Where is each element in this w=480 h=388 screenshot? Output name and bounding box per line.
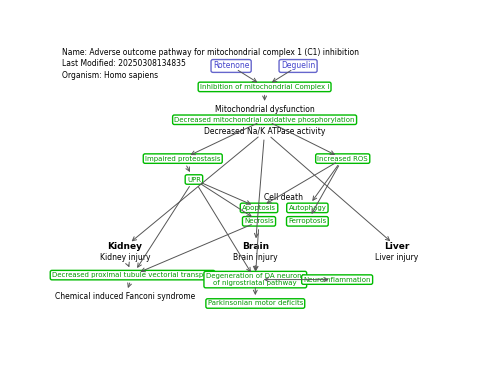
Text: Inhibition of mitochondrial Complex I: Inhibition of mitochondrial Complex I (200, 84, 329, 90)
Text: Liver injury: Liver injury (375, 253, 418, 262)
Text: Brain injury: Brain injury (233, 253, 277, 262)
Text: Brain: Brain (242, 242, 269, 251)
Text: UPR: UPR (187, 177, 201, 182)
Text: Mitochondrial dysfunction: Mitochondrial dysfunction (215, 105, 314, 114)
Text: Increased ROS: Increased ROS (317, 156, 368, 161)
Text: Ferroptosis: Ferroptosis (288, 218, 326, 224)
Text: Liver: Liver (384, 242, 409, 251)
Text: Degeneration of DA neurons
of nigrostriatal pathway: Degeneration of DA neurons of nigrostria… (205, 273, 305, 286)
Text: Necrosis: Necrosis (244, 218, 274, 224)
Text: Kidney: Kidney (108, 242, 143, 251)
Text: Impaired proteostasis: Impaired proteostasis (145, 156, 220, 161)
Text: Rotenone: Rotenone (213, 61, 249, 71)
Text: Decreased mitochondrial oxidative phosphorylation: Decreased mitochondrial oxidative phosph… (174, 117, 355, 123)
Text: Parkinsonian motor deficits: Parkinsonian motor deficits (208, 300, 303, 307)
Text: Chemical induced Fanconi syndrome: Chemical induced Fanconi syndrome (55, 291, 195, 301)
Text: Autophagy: Autophagy (288, 205, 326, 211)
Text: Apoptosis: Apoptosis (242, 205, 276, 211)
Text: Cell death: Cell death (264, 193, 303, 202)
Text: Kidney injury: Kidney injury (100, 253, 150, 262)
Text: Last Modified: 20250308134835: Last Modified: 20250308134835 (62, 59, 186, 68)
Text: Name: Adverse outcome pathway for mitochondrial complex 1 (C1) inhibition: Name: Adverse outcome pathway for mitoch… (62, 48, 359, 57)
Text: Decreased Na/K ATPase activity: Decreased Na/K ATPase activity (204, 127, 325, 136)
Text: Organism: Homo sapiens: Organism: Homo sapiens (62, 71, 158, 80)
Text: Neuroinflammation: Neuroinflammation (303, 277, 371, 282)
Text: Decreased proximal tubule vectorial transport: Decreased proximal tubule vectorial tran… (52, 272, 213, 278)
Text: Deguelin: Deguelin (281, 61, 315, 71)
